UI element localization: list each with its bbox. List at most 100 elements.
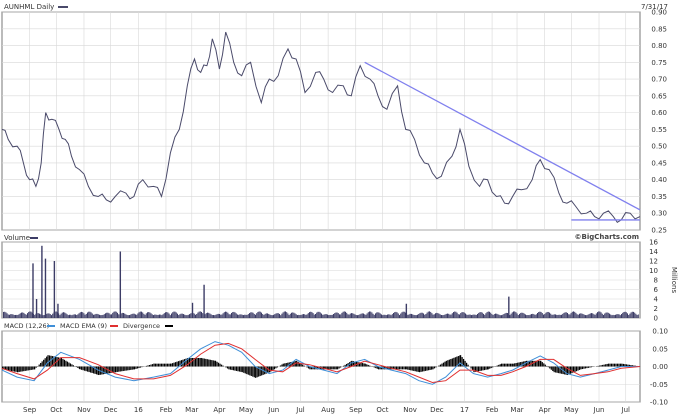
volume-bar bbox=[447, 313, 448, 318]
volume-bar bbox=[124, 313, 126, 318]
volume-bar bbox=[274, 314, 276, 318]
volume-bar bbox=[143, 313, 145, 318]
divergence-bar bbox=[85, 366, 87, 372]
divergence-bar bbox=[335, 366, 337, 370]
divergence-bar bbox=[571, 366, 573, 374]
divergence-bar bbox=[136, 366, 139, 369]
volume-bar bbox=[99, 314, 100, 318]
volume-bar bbox=[225, 311, 226, 318]
volume-bar bbox=[630, 312, 632, 318]
volume-bar bbox=[502, 314, 504, 318]
volume-spike bbox=[508, 296, 510, 318]
volume-bar bbox=[184, 314, 186, 318]
volume-bar bbox=[309, 312, 310, 318]
volume-bar bbox=[336, 312, 338, 318]
volume-bar bbox=[562, 313, 564, 318]
volume-bar bbox=[43, 314, 45, 318]
divergence-bar bbox=[621, 363, 623, 367]
volume-bar bbox=[84, 314, 86, 318]
volume-bar bbox=[375, 313, 376, 318]
divergence-bar bbox=[6, 366, 8, 371]
divergence-bar bbox=[612, 363, 614, 367]
volume-spike bbox=[203, 284, 205, 318]
divergence-bar bbox=[171, 363, 174, 367]
volume-bar bbox=[169, 315, 171, 318]
divergence-bar bbox=[525, 360, 528, 367]
divergence-bar bbox=[228, 366, 230, 370]
volume-bar bbox=[127, 315, 129, 318]
volume-bar bbox=[461, 312, 463, 318]
divergence-bar bbox=[281, 364, 283, 367]
divergence-bar bbox=[46, 356, 48, 367]
volume-bar bbox=[222, 313, 224, 318]
divergence-bar bbox=[26, 366, 28, 371]
divergence-bar bbox=[279, 365, 282, 367]
volume-bar bbox=[335, 312, 337, 318]
volume-bar bbox=[443, 314, 445, 318]
divergence-bar bbox=[583, 366, 585, 369]
divergence-bar bbox=[77, 366, 79, 368]
volume-bar bbox=[558, 314, 560, 318]
divergence-bar bbox=[240, 366, 242, 372]
divergence-bar bbox=[527, 360, 529, 367]
volume-bar bbox=[300, 314, 302, 318]
volume-bar bbox=[307, 313, 309, 318]
divergence-bar bbox=[15, 366, 17, 372]
price-tick-label: 0.60 bbox=[651, 109, 667, 117]
divergence-bar bbox=[502, 363, 504, 367]
divergence-bar bbox=[401, 366, 404, 370]
volume-spike bbox=[35, 299, 38, 318]
volume-bar bbox=[400, 313, 402, 318]
divergence-bar bbox=[625, 364, 627, 367]
volume-bar bbox=[171, 313, 172, 318]
volume-bar bbox=[21, 312, 22, 318]
divergence-bar bbox=[512, 363, 514, 367]
volume-bar bbox=[383, 314, 385, 318]
divergence-bar bbox=[379, 366, 381, 370]
volume-bar bbox=[126, 314, 128, 318]
volume-bar bbox=[90, 312, 92, 318]
volume-bar bbox=[328, 315, 330, 318]
x-tick-label: Mar bbox=[185, 406, 198, 414]
divergence-bar bbox=[50, 355, 52, 367]
volume-bar bbox=[625, 312, 627, 318]
volume-bar bbox=[220, 314, 222, 318]
price-tick-label: 0.40 bbox=[651, 176, 667, 184]
volume-bar bbox=[480, 312, 482, 318]
x-tick-label: Apr bbox=[539, 406, 551, 414]
volume-bar bbox=[121, 312, 123, 318]
chart-date: 7/31/17 bbox=[641, 3, 668, 11]
volume-bar bbox=[334, 313, 336, 318]
volume-bar bbox=[211, 314, 213, 318]
volume-bar bbox=[609, 313, 610, 318]
volume-spike bbox=[44, 258, 47, 318]
divergence-bar bbox=[75, 366, 78, 368]
divergence-bar bbox=[310, 366, 313, 370]
divergence-bar bbox=[308, 366, 310, 369]
volume-bar bbox=[49, 314, 51, 318]
divergence-bar bbox=[214, 360, 217, 367]
volume-bar bbox=[54, 311, 56, 318]
volume-bar bbox=[16, 314, 18, 318]
volume-bar bbox=[22, 312, 24, 318]
volume-bar bbox=[535, 314, 537, 318]
volume-bar bbox=[69, 314, 70, 318]
volume-bar bbox=[451, 313, 453, 318]
volume-bar bbox=[322, 314, 324, 318]
volume-bar bbox=[563, 312, 565, 318]
price-tick-label: 0.85 bbox=[651, 25, 667, 33]
divergence-bar bbox=[599, 365, 601, 367]
volume-bar bbox=[469, 314, 471, 318]
volume-bar bbox=[183, 314, 184, 318]
volume-bar bbox=[401, 312, 403, 318]
divergence-bar bbox=[130, 366, 132, 370]
divergence-bar bbox=[229, 366, 232, 370]
divergence-bar bbox=[517, 362, 519, 367]
divergence-bar bbox=[398, 366, 401, 370]
divergence-bar bbox=[276, 366, 279, 368]
volume-spike bbox=[32, 263, 34, 318]
volume-bar bbox=[611, 315, 613, 318]
divergence-bar bbox=[79, 366, 81, 370]
volume-bar bbox=[113, 311, 115, 318]
volume-bar bbox=[207, 312, 208, 318]
